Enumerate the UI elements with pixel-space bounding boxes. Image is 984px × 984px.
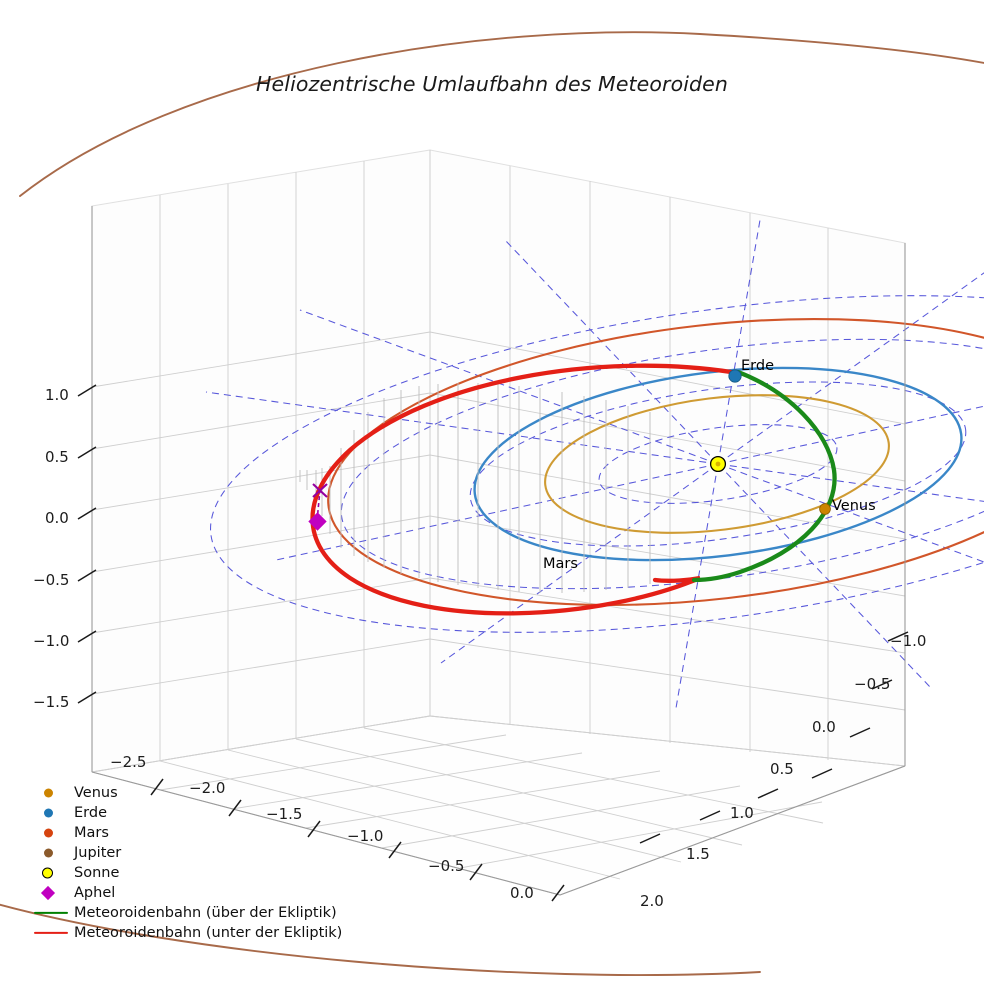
- erde-marker: [728, 369, 742, 383]
- z-tick-label: 0.0: [45, 509, 69, 527]
- x-axis-ticks: [150, 778, 565, 902]
- venus-marker-icon: [28, 783, 74, 803]
- orbit-meteoroid-below-ecliptic: [310, 363, 734, 616]
- page-title: Heliozentrische Umlaufbahn des Meteoroid…: [256, 72, 728, 96]
- orbit-projection-stems: [299, 383, 651, 593]
- legend-label: Meteoroidenbahn (unter der Ekliptik): [74, 925, 343, 941]
- erde-point-label: Erde: [741, 358, 774, 374]
- x-tick-label: −1.0: [347, 827, 384, 845]
- aphel-projection-cross-icon: [312, 483, 328, 498]
- mars-point-label: Mars: [543, 556, 578, 572]
- x-tick-label: −1.5: [266, 805, 303, 823]
- x-tick-label: −0.5: [428, 857, 465, 875]
- legend-item-aphel[interactable]: Aphel: [28, 883, 358, 903]
- z-axis-ticks: [77, 384, 97, 704]
- y-tick-label: −1.0: [890, 632, 927, 650]
- green-line-icon: [28, 903, 74, 923]
- aphel-marker: [308, 512, 327, 531]
- aphel-diamond-icon: [28, 883, 74, 903]
- legend-item-meteoroid-above[interactable]: Meteoroidenbahn (über der Ekliptik): [28, 903, 358, 923]
- pane-left-wall: [91, 149, 431, 773]
- y-tick-label: −0.5: [854, 675, 891, 693]
- legend-label: Sonne: [74, 865, 120, 881]
- sonne-marker-icon: [28, 863, 74, 883]
- x-tick-label: −2.0: [189, 779, 226, 797]
- legend-item-venus[interactable]: Venus: [28, 783, 358, 803]
- z-tick-label: −1.0: [33, 632, 70, 650]
- legend-label: Aphel: [74, 885, 116, 901]
- y-tick-label: 2.0: [640, 892, 664, 910]
- z-tick-label: −1.5: [33, 693, 70, 711]
- x-tick-label: −2.5: [110, 753, 147, 771]
- legend-item-jupiter[interactable]: Jupiter: [28, 843, 358, 863]
- y-axis-ticks: [639, 631, 909, 844]
- aphel-projection-line: [316, 489, 321, 522]
- venus-point-label: Venus: [832, 498, 876, 514]
- y-tick-label: 0.0: [812, 718, 836, 736]
- legend-item-sonne[interactable]: Sonne: [28, 863, 358, 883]
- pane-right-wall: [429, 149, 906, 767]
- erde-marker-icon: [28, 803, 74, 823]
- legend: Venus Erde Mars Jupiter Sonne: [28, 783, 358, 943]
- z-tick-label: 1.0: [45, 386, 69, 404]
- sonne-marker: [709, 455, 727, 473]
- legend-label: Erde: [74, 805, 107, 821]
- orbit-mars: [327, 317, 984, 607]
- x-tick-label: 0.0: [510, 884, 534, 902]
- z-tick-label: 0.5: [45, 448, 69, 466]
- red-line-icon: [28, 923, 74, 943]
- legend-item-erde[interactable]: Erde: [28, 803, 358, 823]
- y-tick-label: 1.0: [730, 804, 754, 822]
- ecliptic-polar-grid: [205, 219, 984, 709]
- legend-label: Jupiter: [74, 845, 122, 861]
- axis-spines: [91, 206, 906, 896]
- legend-item-mars[interactable]: Mars: [28, 823, 358, 843]
- y-tick-label: 1.5: [686, 845, 710, 863]
- legend-label: Venus: [74, 785, 118, 801]
- z-tick-label: −0.5: [33, 571, 70, 589]
- orbit-erde: [473, 366, 963, 562]
- jupiter-marker-icon: [28, 843, 74, 863]
- y-tick-label: 0.5: [770, 760, 794, 778]
- legend-label: Mars: [74, 825, 109, 841]
- mars-marker-icon: [28, 823, 74, 843]
- legend-item-meteoroid-below[interactable]: Meteoroidenbahn (unter der Ekliptik): [28, 923, 358, 943]
- orbit-jupiter: [0, 31, 984, 976]
- orbit-venus: [544, 394, 890, 534]
- legend-label: Meteoroidenbahn (über der Ekliptik): [74, 905, 337, 921]
- venus-marker: [819, 503, 831, 515]
